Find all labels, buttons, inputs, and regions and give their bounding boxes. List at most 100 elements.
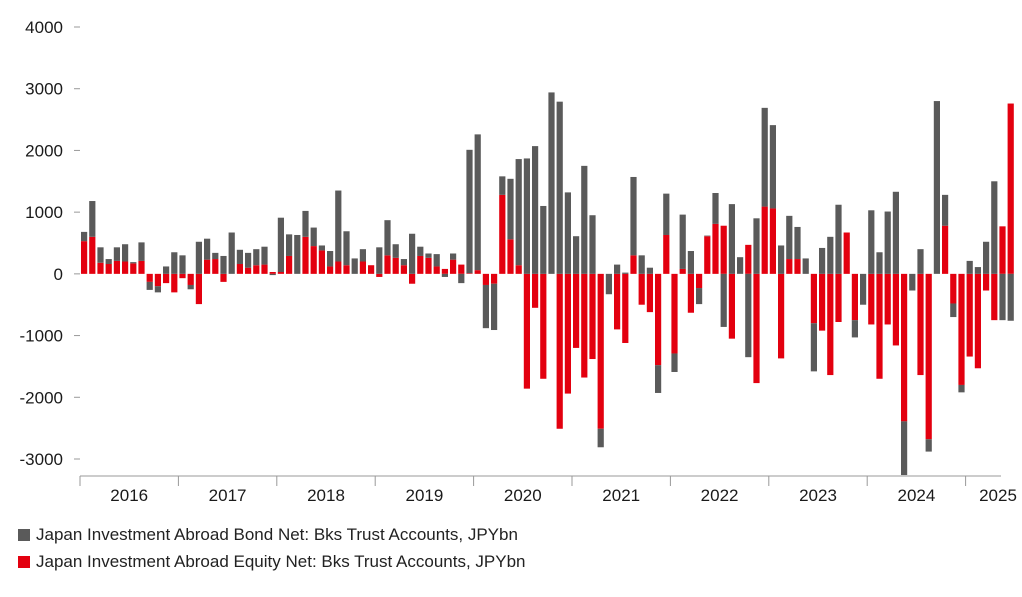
x-tick-label: 2019 <box>405 486 443 505</box>
y-axis: 4000 3000 2000 1000 0 -1000 -2000 -3000 <box>20 18 80 469</box>
bar-bond <box>466 149 473 274</box>
bar-equity <box>868 273 875 325</box>
bar-equity <box>368 265 375 274</box>
bar-equity <box>851 273 858 321</box>
bar-bond <box>638 255 645 274</box>
bar-bond <box>597 428 604 448</box>
bar-bond <box>851 320 858 338</box>
legend-label-equity: Japan Investment Abroad Equity Net: Bks … <box>36 552 526 571</box>
bar-bond <box>458 273 465 284</box>
bar-equity <box>376 273 383 277</box>
bar-bond <box>540 205 547 274</box>
bar-equity <box>769 208 776 274</box>
bar-equity <box>302 236 309 274</box>
bar-equity <box>942 225 949 274</box>
bar-bond <box>171 252 178 274</box>
bar-bond <box>474 134 481 271</box>
bar-equity <box>122 261 129 274</box>
bar-bond <box>868 210 875 274</box>
bar-bond <box>286 234 293 256</box>
bar-bond <box>245 252 252 268</box>
bar-equity <box>843 232 850 274</box>
bar-equity <box>564 273 571 394</box>
bar-equity <box>195 273 202 305</box>
bar-equity <box>532 273 539 308</box>
bar-bond <box>901 421 908 476</box>
bar-bond <box>417 246 424 256</box>
bar-bond <box>400 259 407 266</box>
bar-equity <box>409 273 416 284</box>
x-tick-label: 2024 <box>897 486 935 505</box>
bar-equity <box>441 268 448 274</box>
bar-equity <box>491 273 498 284</box>
bar-equity <box>999 226 1006 274</box>
bar-equity <box>318 250 325 274</box>
bar-bond <box>277 217 284 273</box>
bar-equity <box>392 257 399 274</box>
bar-equity <box>384 255 391 274</box>
bar-equity <box>359 261 366 274</box>
bar-equity <box>630 255 637 274</box>
bar-equity <box>179 273 186 279</box>
bar-equity <box>745 244 752 274</box>
bar-bond <box>187 284 194 290</box>
bar-equity <box>835 273 842 322</box>
bar-bond <box>687 251 694 274</box>
x-tick-label: 2022 <box>701 486 739 505</box>
bar-bond <box>179 255 186 274</box>
bar-equity <box>638 273 645 305</box>
bar-bond <box>113 247 120 261</box>
bar-bond <box>925 439 932 452</box>
bar-equity <box>458 264 465 274</box>
bar-bond <box>564 192 571 274</box>
bar-bond <box>376 247 383 274</box>
bar-bond <box>966 260 973 274</box>
bar-bond <box>491 283 498 331</box>
bar-equity <box>819 273 826 331</box>
y-tick-label: -2000 <box>20 388 63 407</box>
bar-bond <box>999 273 1006 321</box>
x-tick-label: 2018 <box>307 486 345 505</box>
bar-equity <box>917 273 924 376</box>
bar-bond <box>97 247 104 263</box>
bar-equity <box>482 273 489 285</box>
bar-bond <box>1007 273 1014 321</box>
bar-bond <box>261 246 268 265</box>
bar-equity <box>523 273 530 389</box>
bar-bond <box>482 284 489 329</box>
bar-equity <box>696 273 703 289</box>
bar-bond <box>138 242 145 261</box>
bar-equity <box>204 259 211 274</box>
bar-bond <box>581 165 588 274</box>
bar-equity <box>171 273 178 293</box>
bar-bond <box>778 245 785 274</box>
bar-bond <box>302 210 309 237</box>
bar-equity <box>556 273 563 429</box>
bar-equity <box>81 241 88 274</box>
bar-equity <box>515 265 522 274</box>
bar-equity <box>720 225 727 274</box>
bar-equity <box>704 236 711 274</box>
bar-equity <box>901 273 908 422</box>
bar-bond <box>532 146 539 274</box>
y-tick-label: 4000 <box>25 18 63 37</box>
bar-bond <box>917 249 924 274</box>
bar-bond <box>228 232 235 274</box>
bar-bond <box>761 107 768 207</box>
bar-equity <box>991 273 998 321</box>
bar-bond <box>794 226 801 260</box>
bar-equity <box>138 260 145 274</box>
bar-bond <box>212 252 219 260</box>
bar-bond <box>253 249 260 266</box>
x-tick-label: 2017 <box>209 486 247 505</box>
bar-equity <box>794 259 801 274</box>
bar-bond <box>942 194 949 226</box>
legend-item-bond: Japan Investment Abroad Bond Net: Bks Tr… <box>18 525 518 545</box>
bar-equity <box>983 273 990 291</box>
bar-equity <box>687 273 694 313</box>
bar-equity <box>105 263 112 274</box>
bar-equity <box>679 268 686 274</box>
bar-bond <box>909 273 916 291</box>
